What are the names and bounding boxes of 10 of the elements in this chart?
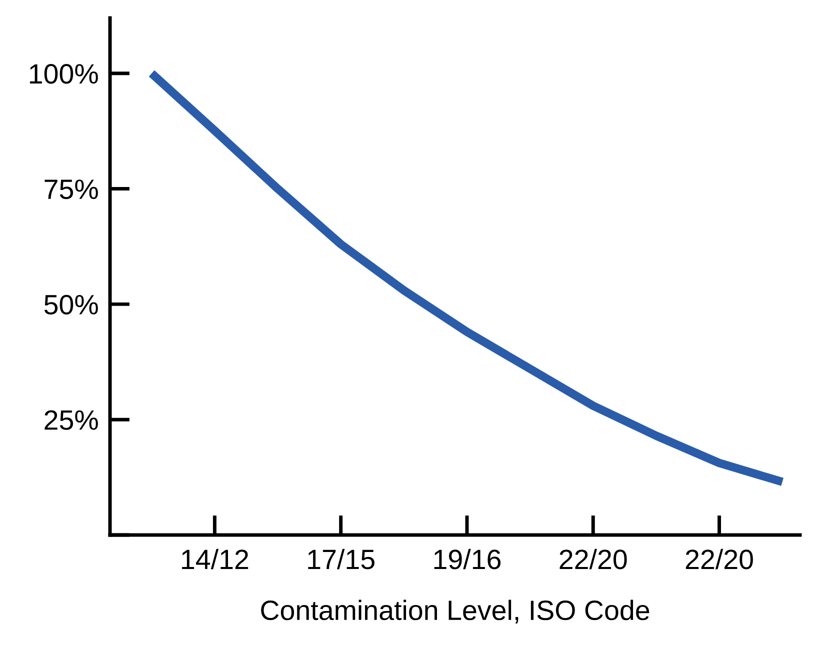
x-tick-label: 17/15 xyxy=(308,548,374,570)
y-tick-label: 50% xyxy=(44,294,98,315)
y-tick-label: 75% xyxy=(44,180,98,200)
x-tick-label: 19/16 xyxy=(434,548,501,570)
x-tick-label: 22/20 xyxy=(686,548,753,570)
x-axis-title: Contamination Level, ISO Code xyxy=(261,600,650,624)
x-tick-label: 14/12 xyxy=(182,548,248,570)
y-tick-label: 100% xyxy=(30,64,98,84)
y-tick-label: 25% xyxy=(44,410,98,430)
x-tick-label: 22/20 xyxy=(560,548,627,570)
